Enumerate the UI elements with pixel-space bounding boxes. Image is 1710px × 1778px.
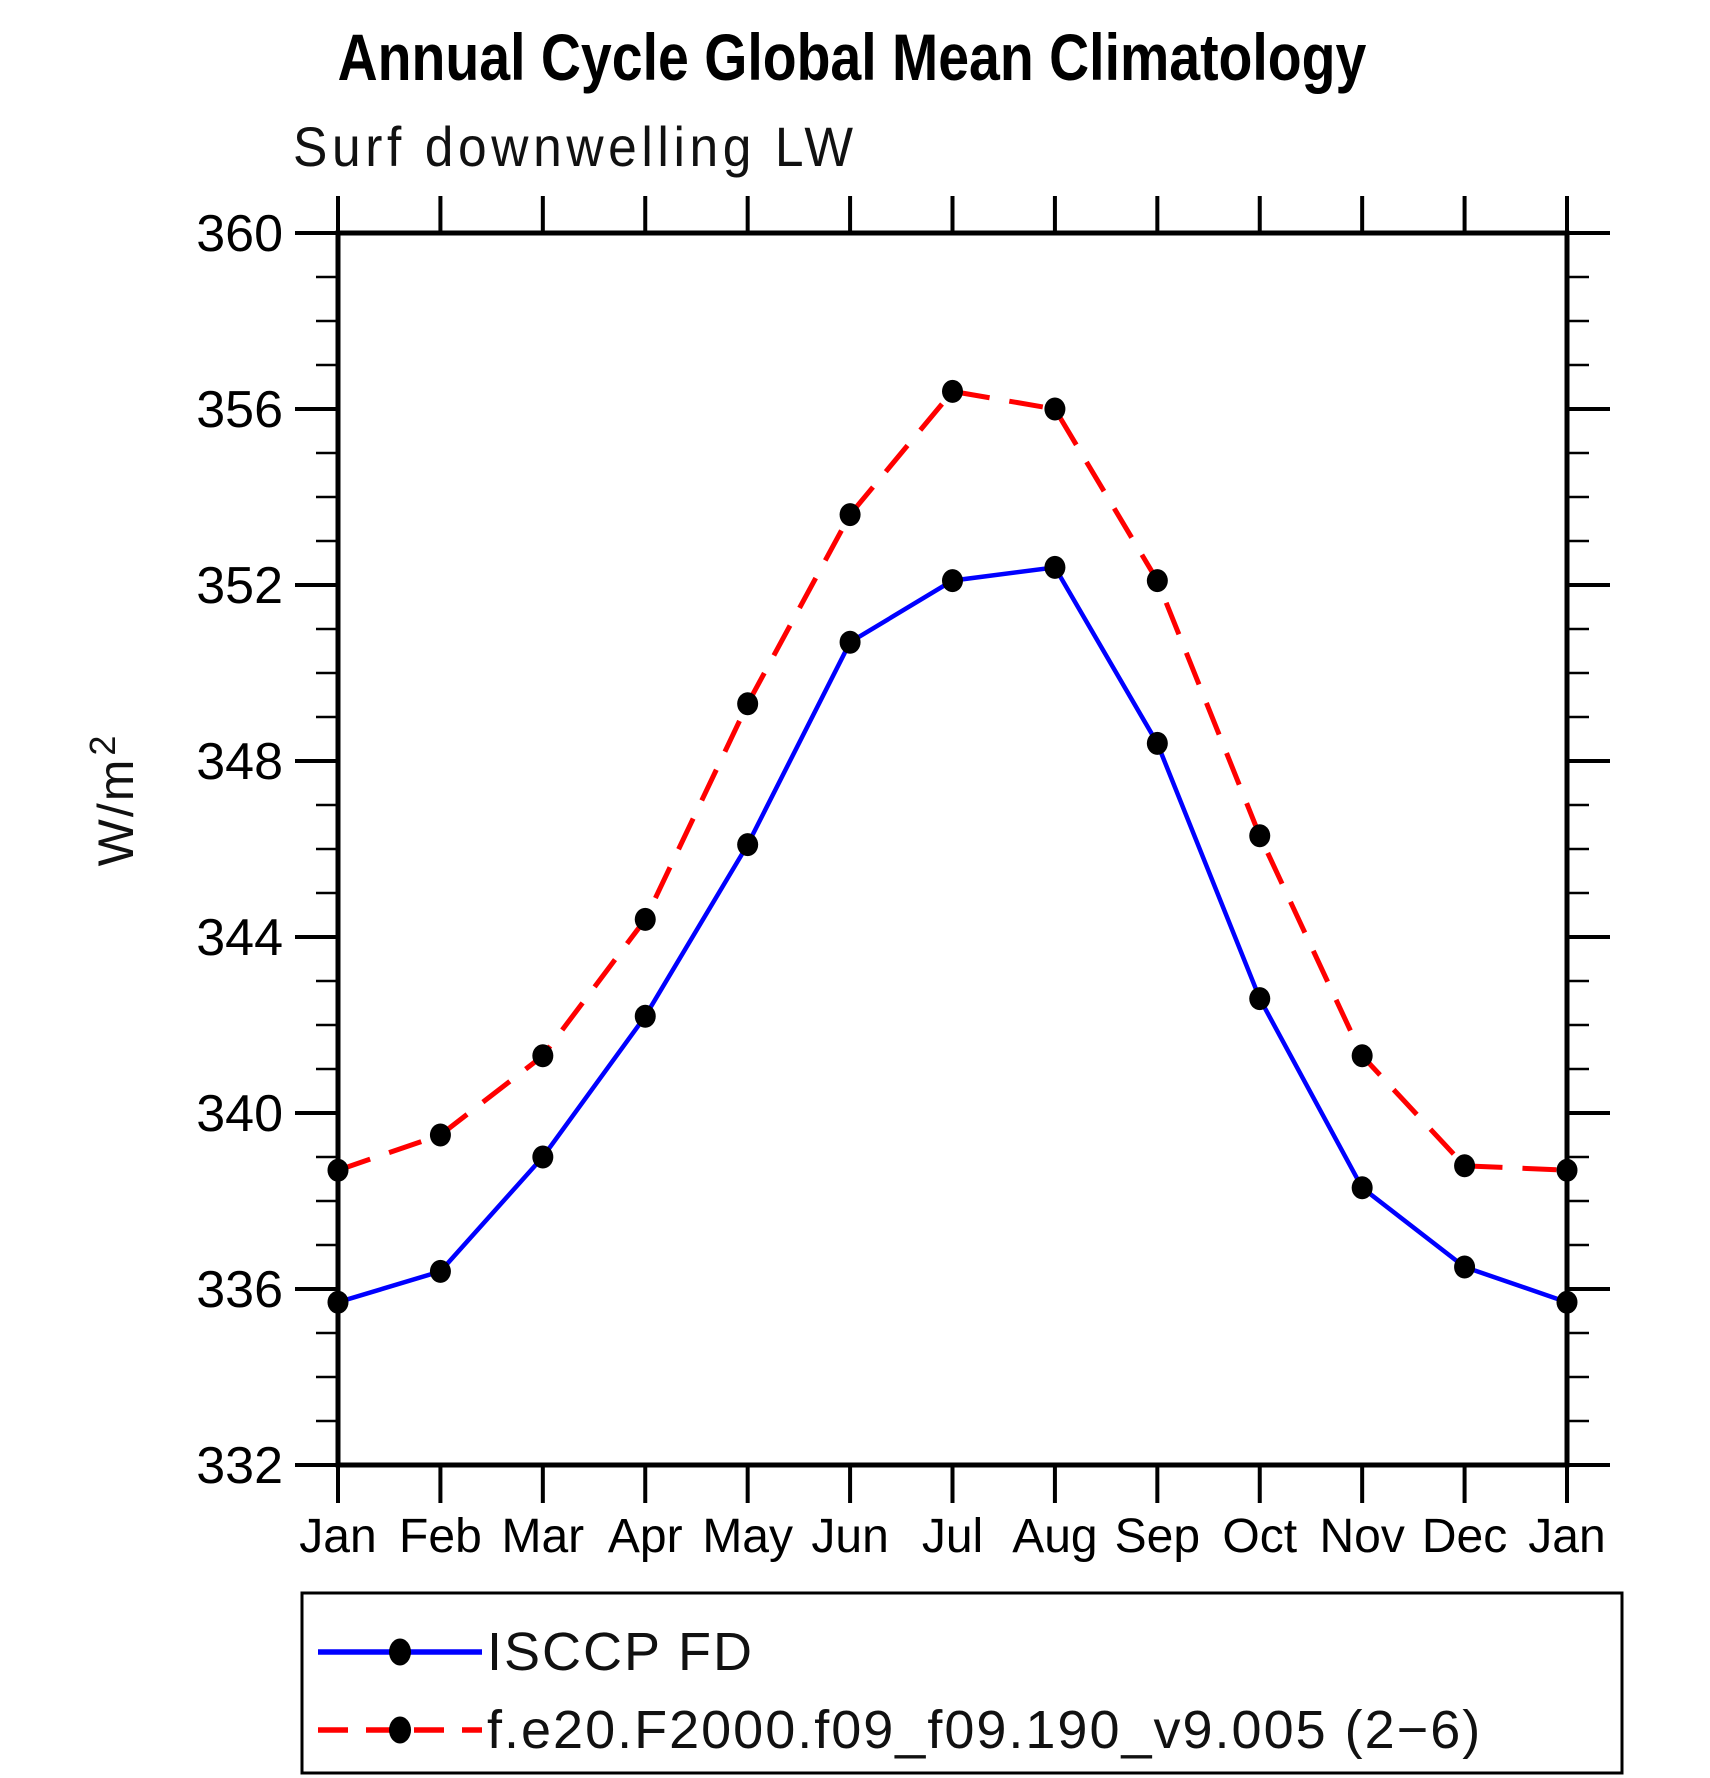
data-point-marker	[429, 1259, 451, 1283]
series-line-f-e20-f2000-f09-f09-190-v9-005-2-6-	[337, 388, 1568, 1173]
data-point-marker	[532, 1044, 554, 1068]
data-point-marker	[532, 1145, 554, 1169]
data-point-marker	[1351, 1044, 1373, 1068]
x-tick-label: Nov	[1319, 1510, 1404, 1563]
data-point-marker	[1044, 555, 1066, 579]
legend-label-isccp: ISCCP FD	[487, 1622, 754, 1682]
data-point-marker	[327, 1158, 349, 1182]
y-tick-labels: 332 336 340 344 348 352 356 360	[196, 205, 283, 1495]
data-point-marker	[1454, 1255, 1476, 1279]
data-point-marker	[429, 1123, 451, 1147]
x-tick-label: Oct	[1222, 1510, 1297, 1563]
y-tick-label: 344	[196, 909, 283, 967]
data-point-marker	[1044, 397, 1066, 421]
x-tick-label: Sep	[1115, 1510, 1200, 1563]
data-point-marker	[942, 569, 963, 593]
y-tick-label: 360	[196, 205, 283, 263]
chart-title: Annual Cycle Global Mean Climatology	[338, 20, 1367, 94]
data-point-marker	[737, 692, 759, 716]
legend-label-model: f.e20.F2000.f09_f09.190_v9.005 (2−6)	[487, 1700, 1482, 1760]
legend-box: ISCCP FD f.e20.F2000.f09_f09.190_v9.005 …	[300, 1591, 1624, 1775]
plot-frame	[335, 230, 1570, 1468]
data-point-marker	[634, 907, 656, 931]
data-point-marker	[634, 1004, 656, 1028]
data-point-marker	[1556, 1290, 1578, 1314]
data-point-marker	[737, 833, 759, 857]
data-point-marker	[1249, 824, 1271, 848]
x-tick-label: Jul	[922, 1510, 983, 1563]
y-tick-label: 356	[196, 381, 283, 439]
y-axis-label: W/m2	[82, 734, 144, 867]
data-markers	[327, 379, 1578, 1314]
x-tick-label: Dec	[1422, 1510, 1507, 1563]
x-tick-label: Jan	[1528, 1510, 1605, 1563]
data-point-marker	[327, 1290, 349, 1314]
x-tick-label: Aug	[1012, 1510, 1097, 1563]
legend-swatches	[318, 1638, 482, 1744]
y-tick-label: 348	[196, 733, 283, 791]
y-axis-ticks	[295, 231, 1610, 1467]
x-tick-label: Feb	[399, 1510, 482, 1563]
x-tick-label: Jun	[811, 1510, 888, 1563]
data-point-marker	[942, 379, 963, 403]
data-point-marker	[1249, 987, 1271, 1011]
y-tick-label: 336	[196, 1261, 283, 1319]
data-point-marker	[1556, 1158, 1578, 1182]
x-tick-label: Apr	[608, 1510, 683, 1563]
series-line-isccp-fd	[337, 564, 1568, 1305]
data-point-marker	[839, 503, 861, 527]
legend-marker	[389, 1638, 411, 1666]
data-point-marker	[839, 630, 861, 654]
y-tick-label: 332	[196, 1437, 283, 1495]
data-point-marker	[1351, 1176, 1373, 1200]
x-tick-label: Jan	[299, 1510, 376, 1563]
data-point-marker	[1454, 1154, 1476, 1178]
y-tick-label: 352	[196, 557, 283, 615]
data-series	[337, 388, 1568, 1305]
x-tick-label: May	[702, 1510, 793, 1563]
x-tick-label: Mar	[501, 1510, 584, 1563]
data-point-marker	[1146, 731, 1168, 755]
x-tick-labels: Jan Feb Mar Apr May Jun Jul Aug Sep Oct Nov Dec Jan	[299, 1510, 1605, 1563]
legend-marker	[389, 1716, 411, 1744]
y-tick-label: 340	[196, 1085, 283, 1143]
chart-subtitle: Surf downwelling LW	[293, 116, 858, 178]
data-point-marker	[1146, 569, 1168, 593]
x-axis-ticks	[336, 196, 1569, 1503]
